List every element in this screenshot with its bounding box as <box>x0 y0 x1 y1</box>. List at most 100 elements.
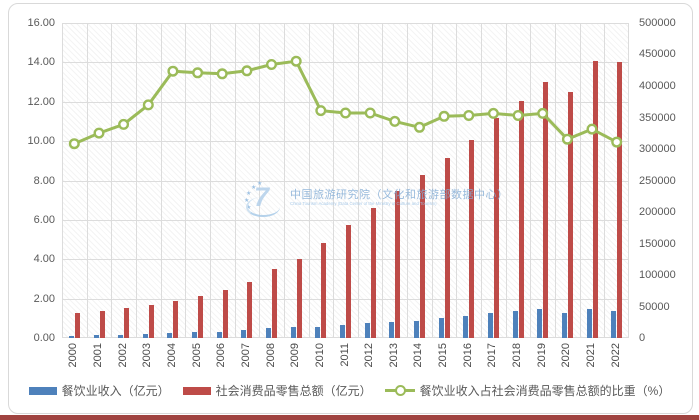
catering-bar-2020 <box>561 313 567 338</box>
catering-bar-2000 <box>68 336 74 338</box>
retail-bar-2005 <box>198 296 204 338</box>
x-axis-label-2002: 2002 <box>117 343 129 368</box>
v-gridline <box>210 23 211 338</box>
left-axis-tick-label: 16.00 <box>27 17 55 29</box>
ratio-point-2020 <box>561 133 573 145</box>
retail-bar-2003 <box>148 305 154 338</box>
retail-bar-2004 <box>173 301 179 338</box>
retail-bar-2013 <box>395 191 401 338</box>
catering-bar-2015 <box>438 318 444 338</box>
right-axis-tick-label: 0 <box>639 332 646 344</box>
h-gridline <box>62 299 629 300</box>
x-axis-label-2021: 2021 <box>585 343 597 368</box>
left-axis-tick-label: 0.00 <box>33 332 55 344</box>
catering-bar-2021 <box>586 309 592 338</box>
ratio-point-2021 <box>586 123 598 135</box>
v-gridline <box>604 23 605 338</box>
right-axis-tick-label: 350000 <box>639 112 676 124</box>
catering-bar-2010 <box>315 327 321 338</box>
v-gridline <box>235 23 236 338</box>
bottom-accent-strip <box>0 415 699 420</box>
retail-bar-2010 <box>321 243 327 338</box>
v-gridline <box>161 23 162 338</box>
ratio-point-2005 <box>192 67 204 79</box>
h-gridline <box>62 141 629 142</box>
right-axis-tick-label: 50000 <box>639 301 670 313</box>
v-gridline <box>111 23 112 338</box>
right-axis-tick-label: 250000 <box>639 175 676 187</box>
catering-bar-2012 <box>364 323 370 338</box>
legend-item-ratio: 餐饮业收入占社会消费品零售总额的比重（%） <box>384 382 670 399</box>
ratio-point-2017 <box>487 107 499 119</box>
v-gridline <box>62 23 63 338</box>
x-axis-label-2014: 2014 <box>412 343 424 368</box>
ratio-point-2006 <box>216 68 228 80</box>
legend-label-retail: 社会消费品零售总额（亿元） <box>215 384 372 398</box>
right-axis-tick-label: 300000 <box>639 143 676 155</box>
v-gridline <box>382 23 383 338</box>
right-axis-tick-label: 200000 <box>639 206 676 218</box>
catering-bar-2009 <box>290 327 296 338</box>
x-axis-label-2005: 2005 <box>191 343 203 368</box>
x-axis-label-2008: 2008 <box>265 343 277 368</box>
catering-bar-2003 <box>142 334 148 338</box>
ratio-point-2004 <box>167 65 179 77</box>
h-gridline <box>62 102 629 103</box>
ratio-point-2003 <box>142 99 154 111</box>
right-axis-tick-label: 150000 <box>639 238 676 250</box>
ratio-point-2008 <box>265 59 277 71</box>
ratio-line <box>68 55 623 150</box>
ratio-point-2013 <box>389 115 401 127</box>
retail-bar-2022 <box>617 62 623 338</box>
watermark-en-text: China Tourism Academy (Data Center of th… <box>290 202 437 207</box>
legend-label-catering: 餐饮业收入（亿元） <box>61 384 170 398</box>
x-axis-label-2018: 2018 <box>511 343 523 368</box>
retail-bar-2018 <box>518 101 524 338</box>
x-axis-label-2013: 2013 <box>388 343 400 368</box>
catering-bar-2016 <box>463 316 469 338</box>
retail-bar-2000 <box>74 313 80 338</box>
ratio-point-2010 <box>315 105 327 117</box>
catering-bar-2011 <box>340 325 345 338</box>
retail-bar-2015 <box>444 158 450 338</box>
retail-swatch-icon <box>182 386 211 395</box>
catering-bar-2008 <box>266 328 271 338</box>
catering-bar-2018 <box>512 311 518 338</box>
catering-bar-2005 <box>192 332 198 338</box>
left-axis-tick-label: 4.00 <box>33 253 55 265</box>
catering-bar-2017 <box>487 313 493 338</box>
x-axis-label-2020: 2020 <box>560 343 572 368</box>
ratio-point-2001 <box>93 127 105 139</box>
v-gridline <box>358 23 359 338</box>
v-gridline <box>628 23 629 338</box>
retail-bar-2012 <box>370 208 376 338</box>
retail-bar-2002 <box>124 308 130 338</box>
legend-item-catering: 餐饮业收入（亿元） <box>28 382 170 399</box>
x-axis-label-2016: 2016 <box>462 343 474 368</box>
ratio-point-2019 <box>537 107 549 119</box>
retail-bar-2019 <box>543 82 549 338</box>
v-gridline <box>309 23 310 338</box>
right-axis-tick-label: 100000 <box>639 269 676 281</box>
ratio-point-2007 <box>241 65 253 77</box>
x-axis-label-2015: 2015 <box>437 343 449 368</box>
ratio-point-2000 <box>68 138 80 150</box>
v-gridline <box>259 23 260 338</box>
chart-frame <box>8 3 693 414</box>
v-gridline <box>530 23 531 338</box>
h-gridline <box>62 337 629 338</box>
ratio-point-2002 <box>118 118 130 130</box>
x-axis-label-2019: 2019 <box>536 343 548 368</box>
ratio-point-2022 <box>611 136 623 148</box>
retail-bar-2017 <box>493 118 499 338</box>
left-axis-tick-label: 12.00 <box>27 96 55 108</box>
v-gridline <box>555 23 556 338</box>
left-axis-tick-label: 6.00 <box>33 214 55 226</box>
x-axis-label-2001: 2001 <box>92 343 104 368</box>
ratio-point-2016 <box>463 109 475 121</box>
x-axis-label-2007: 2007 <box>240 343 252 368</box>
ratio-point-2009 <box>290 55 302 67</box>
v-gridline <box>506 23 507 338</box>
retail-bar-2006 <box>222 290 228 338</box>
